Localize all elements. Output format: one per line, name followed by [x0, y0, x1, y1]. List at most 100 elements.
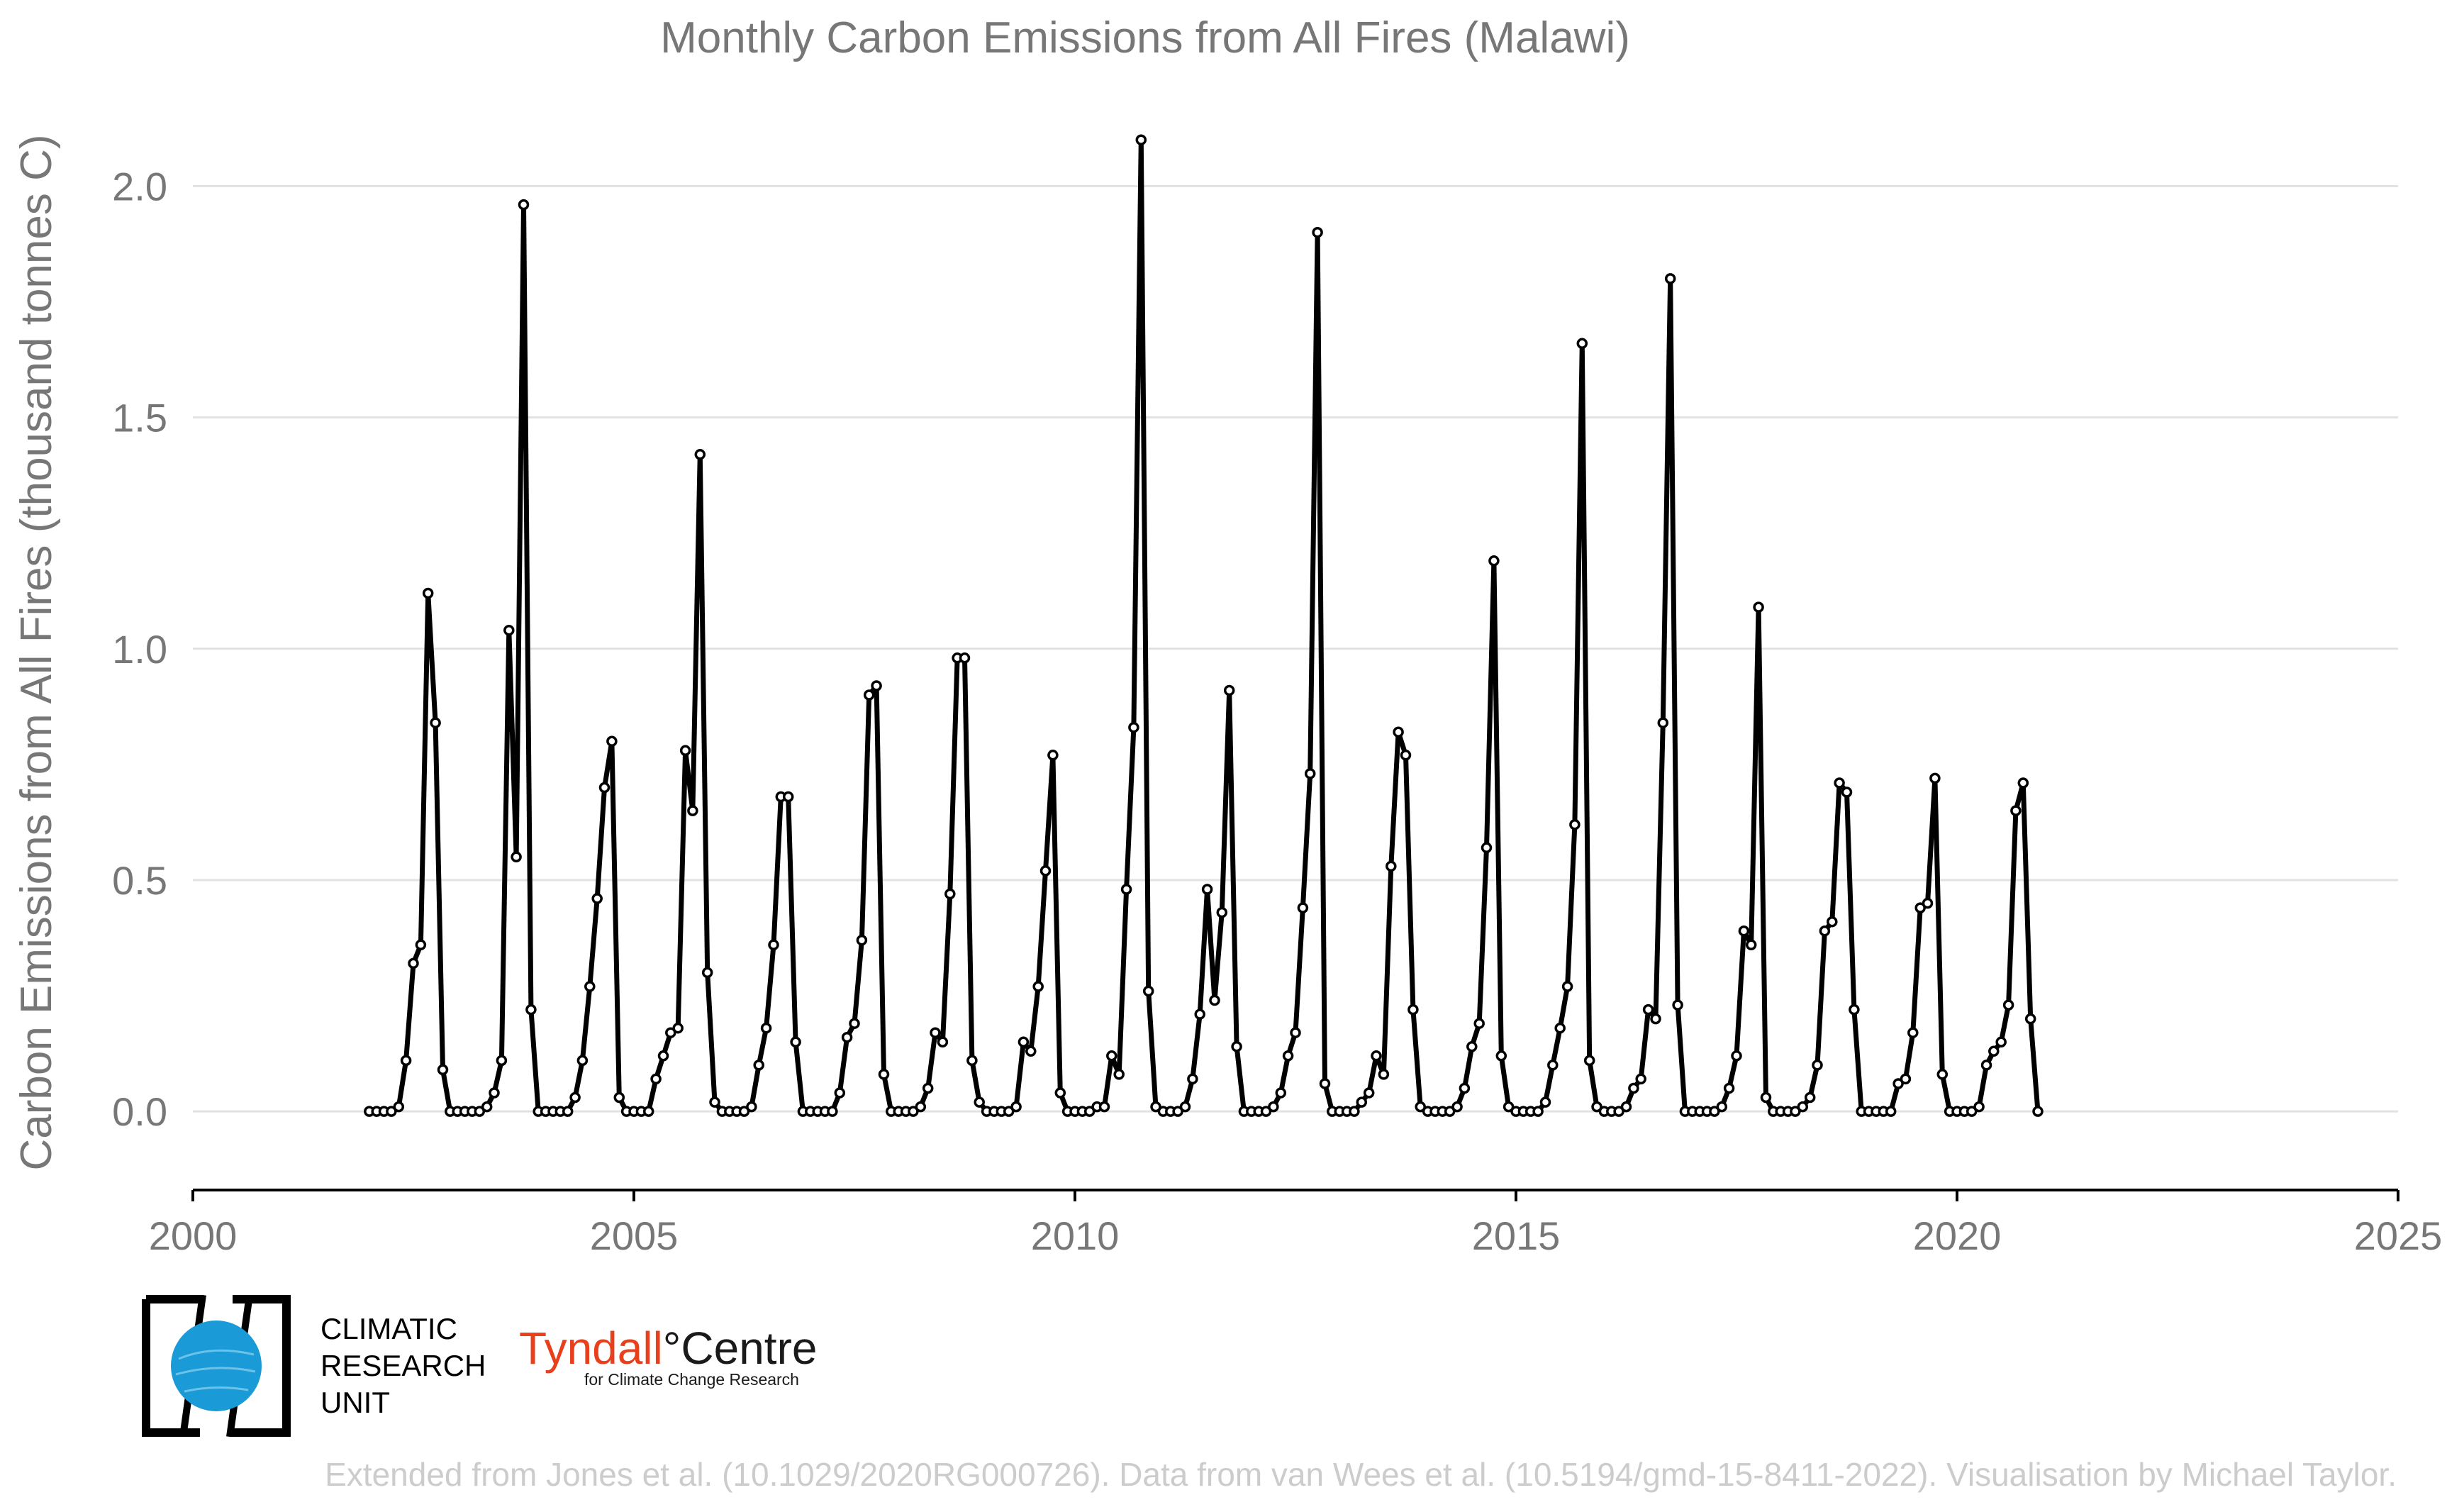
data-point: [1914, 902, 1926, 913]
data-point: [1657, 717, 1669, 728]
data-point: [856, 934, 868, 946]
data-point: [944, 888, 956, 900]
data-point: [386, 1106, 397, 1117]
data-point: [437, 1064, 449, 1076]
cru-line-3: UNIT: [320, 1386, 390, 1419]
data-point: [834, 1087, 846, 1099]
data-point: [2032, 1106, 2044, 1117]
data-point: [1047, 750, 1059, 761]
data-point: [1290, 1027, 1301, 1038]
data-point: [1966, 1106, 1978, 1117]
data-point: [1841, 786, 1853, 798]
data-point: [1150, 1101, 1161, 1113]
data-point: [2010, 805, 2022, 816]
data-point: [1268, 1101, 1279, 1113]
data-point: [1282, 1050, 1294, 1062]
gridlines: [193, 184, 2398, 1113]
data-point: [1459, 1082, 1471, 1094]
data-point: [1297, 902, 1309, 913]
data-point: [1025, 1045, 1037, 1057]
tyndall-subtitle: for Climate Change Research: [584, 1370, 799, 1389]
tyndall-name: Tyndall: [519, 1323, 663, 1374]
data-point: [1569, 818, 1581, 830]
data-point: [959, 652, 971, 664]
data-point: [1745, 939, 1757, 951]
data-point: [1973, 1101, 1985, 1113]
data-point: [922, 1082, 934, 1094]
data-point: [827, 1106, 838, 1117]
data-point: [760, 1022, 772, 1034]
cru-line-2: RESEARCH: [320, 1349, 486, 1382]
data-point: [782, 791, 794, 803]
data-point: [511, 851, 522, 863]
cru-globe-icon: [142, 1294, 291, 1438]
data-point: [930, 1027, 941, 1038]
data-point: [1407, 1004, 1419, 1016]
data-point: [422, 587, 434, 599]
data-point: [1922, 897, 1934, 909]
data-point: [1187, 1073, 1198, 1085]
y-tick-label: 2.0: [112, 164, 167, 209]
chart-title: Monthly Carbon Emissions from All Fires …: [660, 13, 1630, 62]
data-point: [1363, 1087, 1375, 1099]
data-point: [1561, 981, 1573, 992]
data-point: [746, 1101, 757, 1113]
data-point: [1371, 1050, 1382, 1062]
data-point: [1827, 916, 1838, 928]
data-point: [1415, 1101, 1426, 1113]
y-axis-label: Carbon Emissions from All Fires (thousan…: [12, 134, 61, 1170]
data-point: [1980, 1060, 1992, 1071]
data-point: [598, 782, 611, 794]
data-point: [1503, 1101, 1515, 1113]
data-point: [1819, 925, 1831, 937]
cru-logo: [142, 1294, 291, 1438]
data-point: [1032, 981, 1044, 992]
data-point: [672, 1022, 684, 1034]
data-point: [1532, 1106, 1544, 1117]
data-point: [1753, 601, 1764, 613]
data-point: [1936, 1069, 1949, 1080]
data-point: [1583, 1055, 1595, 1067]
data-point: [1260, 1106, 1272, 1117]
data-point: [1054, 1087, 1066, 1099]
data-point: [1135, 134, 1147, 145]
data-point: [525, 1004, 537, 1016]
data-point: [1488, 555, 1500, 567]
data-point: [518, 199, 530, 211]
data-point: [2017, 777, 2029, 789]
data-point: [849, 1018, 860, 1029]
x-tick-label: 2000: [149, 1213, 238, 1258]
data-point: [1201, 884, 1213, 895]
data-point: [481, 1101, 493, 1113]
data-point: [1039, 865, 1052, 877]
data-point: [738, 1106, 750, 1117]
data-point: [1495, 1050, 1507, 1062]
data-point: [1349, 1106, 1360, 1117]
data-point: [1628, 1082, 1639, 1094]
y-tick-labels: 0.0 0.5 1.0 1.5 2.0: [112, 164, 167, 1134]
data-point: [415, 939, 427, 951]
data-point: [1620, 1101, 1632, 1113]
data-point: [1106, 1050, 1117, 1062]
data-point: [694, 449, 706, 460]
data-point: [863, 689, 875, 701]
data-point: [1386, 860, 1397, 872]
data-point: [1995, 1036, 2007, 1048]
data-point: [1554, 1022, 1566, 1034]
data-point: [1642, 1004, 1654, 1016]
data-point: [1312, 226, 1323, 238]
x-tick-label: 2020: [1913, 1213, 2002, 1258]
data-point: [974, 1096, 985, 1108]
data-point: [665, 1027, 676, 1038]
y-tick-label: 1.0: [112, 627, 167, 672]
y-tick-label: 1.5: [112, 396, 167, 440]
data-point: [489, 1087, 500, 1099]
data-point: [1010, 1101, 1022, 1113]
data-point: [937, 1036, 949, 1048]
cru-line-1: CLIMATIC: [320, 1312, 457, 1345]
data-point: [1003, 1106, 1015, 1117]
data-point: [1900, 1073, 1912, 1085]
data-point: [1929, 772, 1941, 784]
data-points: [364, 134, 2044, 1117]
